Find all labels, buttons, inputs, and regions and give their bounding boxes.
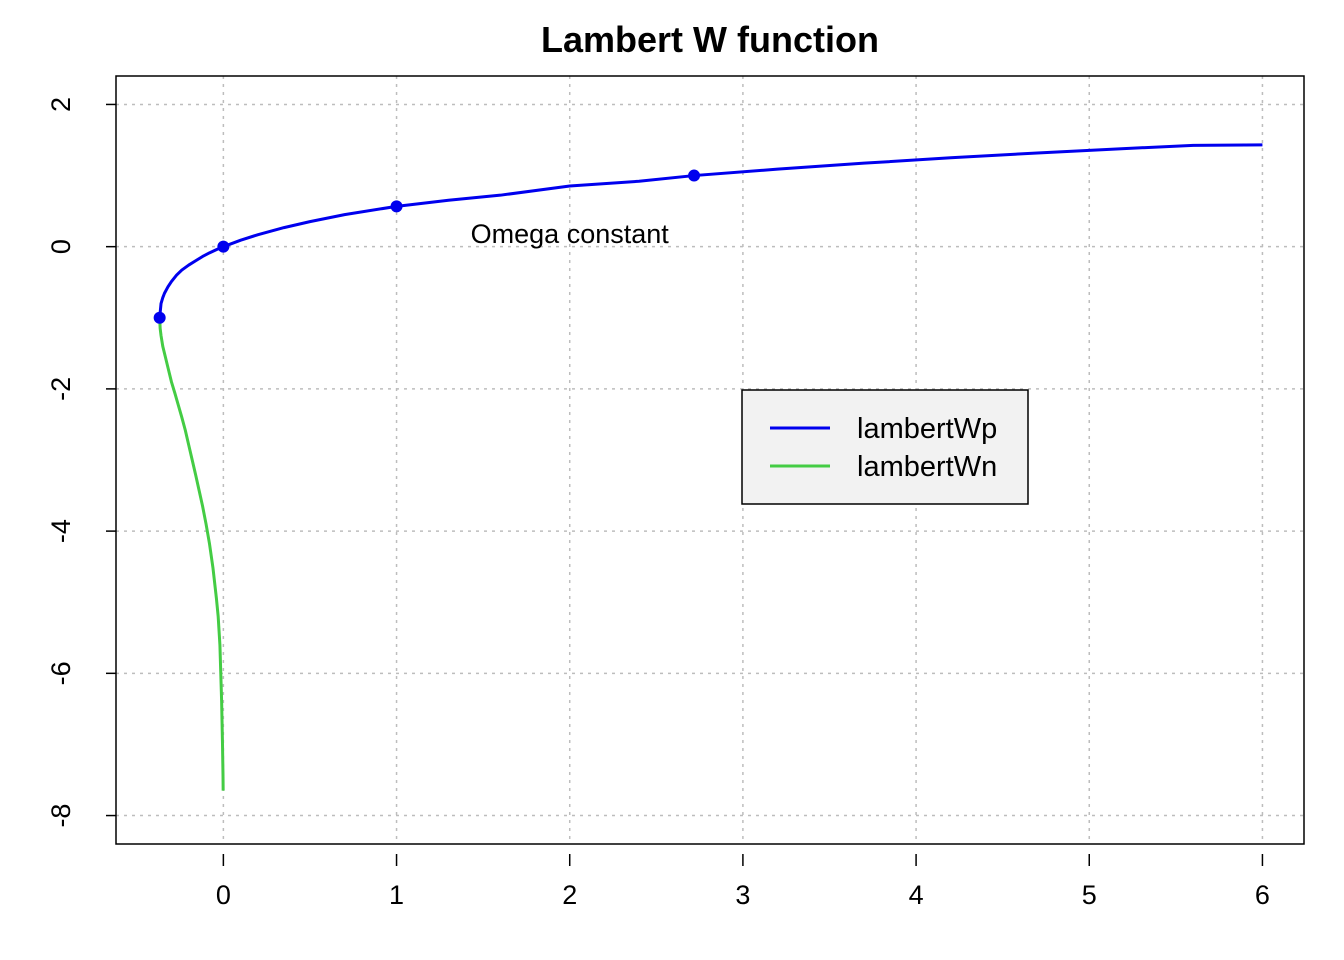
x-tick-label: 1 [389,880,404,910]
y-tick-label: -8 [46,804,76,828]
x-tick-label: 5 [1082,880,1097,910]
legend-box [741,389,1029,505]
y-tick-label: -4 [46,519,76,543]
annotation-omega-constant: Omega constant [471,219,670,249]
legend-label-lambertwn: lambertWn [857,451,997,483]
y-tick-label: 0 [46,239,76,254]
series-layer [158,143,1263,791]
x-tick-label: 3 [735,880,750,910]
points-layer [153,169,701,324]
data-point [390,200,403,213]
series-line-lambertwp [158,143,1263,318]
annotation-layer: Omega constant [471,219,670,249]
data-point [688,169,701,182]
x-tick-label: 4 [909,880,924,910]
y-tick-label: 2 [46,97,76,112]
data-point [217,240,230,253]
legend: lambertWp lambertWn [741,389,1029,505]
x-tick-label: 0 [216,880,231,910]
data-point [153,311,166,324]
y-tick-label: -6 [46,661,76,685]
x-tick-label: 6 [1255,880,1270,910]
x-tick-label: 2 [562,880,577,910]
grid-layer [116,76,1304,844]
axes-layer: 0 1 2 3 4 5 6 2 0 -2 -4 -6 -8 [46,97,1270,910]
series-line-lambertwn [158,317,225,791]
chart-title: Lambert W function [541,19,879,60]
y-tick-label: -2 [46,377,76,401]
legend-label-lambertwp: lambertWp [857,413,997,445]
plot-frame [115,75,1305,845]
